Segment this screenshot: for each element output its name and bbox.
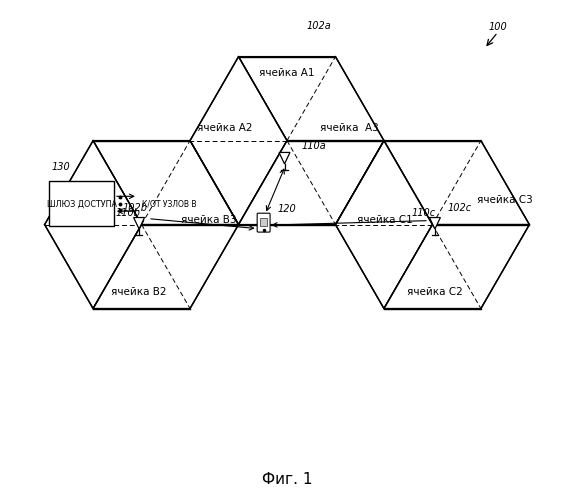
Text: ячейка В2: ячейка В2 [111,286,167,296]
FancyBboxPatch shape [257,213,270,232]
Polygon shape [45,140,142,308]
Polygon shape [384,140,529,224]
Polygon shape [190,56,287,224]
Text: 100: 100 [489,22,507,32]
Polygon shape [134,218,145,229]
Text: 110a: 110a [302,140,327,150]
FancyBboxPatch shape [49,182,114,226]
Text: 130: 130 [52,162,71,172]
Polygon shape [429,218,440,229]
FancyBboxPatch shape [260,218,267,226]
Text: ячейка  А3: ячейка А3 [320,123,378,133]
Polygon shape [93,140,239,224]
Text: ячейка В3: ячейка В3 [181,214,237,224]
Text: ШЛЮЗ ДОСТУПА: ШЛЮЗ ДОСТУПА [46,200,117,208]
Polygon shape [384,224,529,308]
Polygon shape [239,140,384,224]
Text: К/ОТ УЗЛОВ В: К/ОТ УЗЛОВ В [142,200,196,208]
Text: 110c: 110c [411,208,435,218]
Text: ячейка С1: ячейка С1 [358,214,413,224]
Text: ячейка А1: ячейка А1 [259,68,315,78]
Text: 110b: 110b [115,208,140,218]
Text: Фиг. 1: Фиг. 1 [262,472,312,487]
Polygon shape [279,152,290,164]
Text: 102a: 102a [307,20,332,30]
Polygon shape [239,56,384,140]
Polygon shape [93,224,239,308]
Text: ячейка С3: ячейка С3 [476,194,533,204]
Text: 120: 120 [278,204,296,214]
Polygon shape [335,140,432,308]
Text: ячейка В1: ячейка В1 [57,192,112,202]
Text: ячейка А2: ячейка А2 [197,123,253,133]
Text: 102b: 102b [123,203,148,213]
Text: ячейка С2: ячейка С2 [407,286,463,296]
Text: 102c: 102c [448,203,472,213]
